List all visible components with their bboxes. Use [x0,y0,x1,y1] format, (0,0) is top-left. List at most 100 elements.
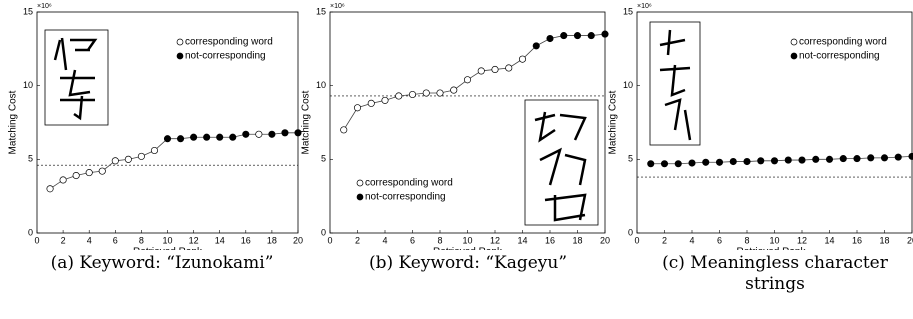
point [164,136,170,142]
legend-label: not-corresponding [185,51,266,62]
x-tick-label: 16 [852,235,862,245]
point [451,87,457,93]
legend-label: not-corresponding [799,51,880,62]
point [561,32,567,38]
point [230,134,236,140]
point [73,172,79,178]
point [256,131,262,137]
y-tick-label: 5 [321,154,326,164]
point [854,155,860,161]
point [716,159,722,165]
point [574,32,580,38]
point [125,156,131,162]
point [868,155,874,161]
y-axis-label: Matching Cost [608,90,619,154]
point [648,161,654,167]
x-tick-label: 6 [410,235,415,245]
x-tick-label: 20 [293,235,303,245]
point [151,147,157,153]
x-tick-label: 10 [162,235,172,245]
point [758,158,764,164]
x-tick-label: 12 [490,235,500,245]
point [138,153,144,159]
y-tick-label: 10 [316,80,326,90]
legend-marker [357,194,363,200]
x-tick-label: 16 [241,235,251,245]
point [602,31,608,37]
legend-marker [791,39,797,45]
x-tick-label: 14 [215,235,225,245]
legend-marker [177,39,183,45]
point [269,131,275,137]
y-axis-label: Matching Cost [8,90,19,154]
y-tick-label: 5 [628,154,633,164]
x-tick-label: 12 [797,235,807,245]
point [295,130,301,136]
x-tick-label: 16 [545,235,555,245]
x-tick-label: 14 [824,235,834,245]
point [354,105,360,111]
legend-marker [357,180,363,186]
x-tick-label: 0 [34,235,39,245]
point [506,65,512,71]
point [588,32,594,38]
point [813,156,819,162]
point [771,158,777,164]
point [799,157,805,163]
caption: (b) Keyword: “Kageyu” [318,253,618,274]
point [895,154,901,160]
point [703,159,709,165]
point [423,90,429,96]
x-tick-label: 10 [462,235,472,245]
point [547,35,553,41]
x-tick-label: 4 [87,235,92,245]
x-axis-label: Retrieved Rank [133,247,203,250]
caption: (a) Keyword: “Izunokami” [2,253,322,274]
x-tick-label: 20 [600,235,610,245]
point [99,168,105,174]
y-multiplier: ×10⁶ [637,3,652,10]
point [785,157,791,163]
point [661,161,667,167]
y-multiplier: ×10⁶ [330,3,345,10]
point [826,156,832,162]
caption: (c) Meaningless character strings [640,253,910,295]
point [409,91,415,97]
point [744,158,750,164]
x-tick-label: 0 [634,235,639,245]
x-tick-label: 8 [437,235,442,245]
point [112,158,118,164]
legend-marker [791,53,797,59]
x-tick-label: 0 [327,235,332,245]
point [464,77,470,83]
point [382,97,388,103]
x-tick-label: 12 [189,235,199,245]
point [282,130,288,136]
y-tick-label: 15 [316,6,326,16]
point [203,134,209,140]
figure: 02468101214161820051015×10⁶Retrieved Ran… [0,0,913,319]
point [478,68,484,74]
x-tick-label: 4 [689,235,694,245]
point [675,161,681,167]
point [341,127,347,133]
x-tick-label: 2 [355,235,360,245]
point [492,66,498,72]
point [689,160,695,166]
x-tick-label: 2 [662,235,667,245]
x-tick-label: 4 [382,235,387,245]
point [840,155,846,161]
x-axis-label: Retrieved Rank [433,247,503,250]
x-tick-label: 2 [61,235,66,245]
y-axis-label: Matching Cost [301,90,312,154]
point [368,100,374,106]
y-tick-label: 5 [28,154,33,164]
x-tick-label: 8 [744,235,749,245]
x-tick-label: 14 [517,235,527,245]
x-tick-label: 18 [572,235,582,245]
point [47,186,53,192]
y-tick-label: 10 [23,80,33,90]
x-tick-label: 6 [113,235,118,245]
legend-label: corresponding word [185,37,273,48]
